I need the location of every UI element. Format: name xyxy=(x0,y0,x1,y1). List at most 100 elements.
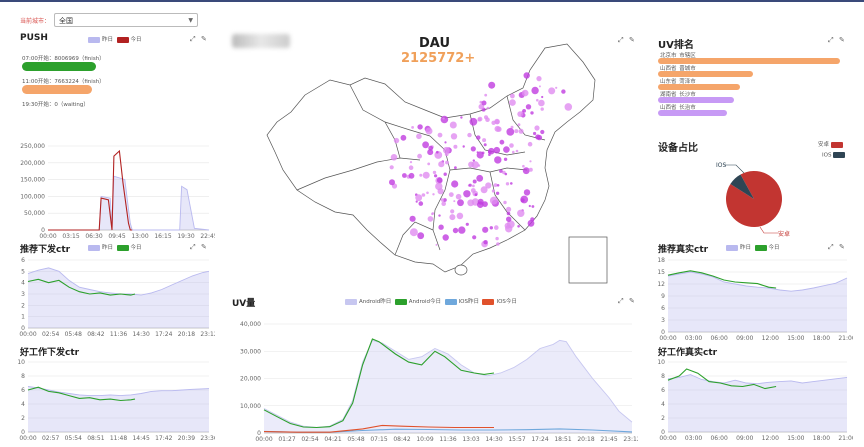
expand-icon[interactable]: ⤢ xyxy=(828,243,834,251)
expand-icon[interactable]: ⤢ xyxy=(618,36,624,44)
legend-swatch-android xyxy=(830,141,843,148)
uv-point xyxy=(454,166,457,170)
device-legend-ios[interactable]: IOS xyxy=(822,152,847,159)
x-tick-label: 05:54 xyxy=(65,435,82,442)
uv-rank-bar[interactable] xyxy=(658,110,728,116)
uv-point xyxy=(541,95,544,99)
x-tick-label: 00:00 xyxy=(19,435,36,442)
legend-swatch-today xyxy=(754,244,767,251)
china-map[interactable] xyxy=(245,40,645,290)
push-task-1-progress xyxy=(22,62,96,71)
legend-label-yesterday[interactable]: 昨日 xyxy=(102,37,114,43)
uv-point xyxy=(510,182,513,185)
legend-label-ios-yesterday[interactable]: IOS昨日 xyxy=(458,299,479,305)
expand-icon[interactable]: ⤢ xyxy=(190,35,196,43)
y-tick-label: 100,000 xyxy=(20,193,45,200)
legend-label-yesterday[interactable]: 昨日 xyxy=(102,245,114,251)
expand-icon[interactable]: ⤢ xyxy=(618,297,624,305)
uv-point xyxy=(434,174,438,178)
uv-point xyxy=(522,167,530,175)
uv-point xyxy=(522,164,525,168)
y-tick-label: 0 xyxy=(21,429,25,436)
y-tick-label: 6 xyxy=(661,305,665,312)
legend-label-today[interactable]: 今日 xyxy=(130,37,142,43)
push-title: PUSH xyxy=(20,33,48,43)
uv-point xyxy=(476,174,484,182)
y-tick-label: 0 xyxy=(661,429,665,436)
uv-point xyxy=(496,184,500,187)
x-tick-label: 22:45 xyxy=(200,233,215,240)
good-real-ctr-chart: 0 2 4 6 8 10 00:00 03:00 06:00 09:00 12:00 15:00 18:… xyxy=(657,359,853,442)
legend-label-ios-today[interactable]: IOS今日 xyxy=(496,299,517,305)
y-tick-label: 250,000 xyxy=(20,143,45,150)
push-ctr-legend: 昨日 今日 xyxy=(88,243,142,251)
y-tick-label: 4 xyxy=(21,280,25,287)
legend-label-today[interactable]: 今日 xyxy=(130,245,142,251)
uv-point xyxy=(458,226,466,234)
uv-point xyxy=(417,232,425,240)
pie-label-ios: IOS xyxy=(716,162,726,169)
x-tick-label: 15:57 xyxy=(508,436,525,443)
city-select[interactable]: 全国 ▼ xyxy=(54,13,198,27)
x-tick-label: 09:00 xyxy=(736,335,753,342)
expand-icon[interactable]: ⤢ xyxy=(828,36,834,44)
y-tick-label: 50,000 xyxy=(24,210,45,217)
push-ctr-title: 推荐下发ctr xyxy=(20,245,71,255)
legend-label-yesterday[interactable]: 昨日 xyxy=(740,245,752,251)
uv-rank-label: 山西省_晋城市 xyxy=(660,66,696,72)
uv-point xyxy=(437,132,443,138)
uv-rank-bar[interactable] xyxy=(658,97,735,103)
pin-icon[interactable]: ✎ xyxy=(629,36,635,44)
uv-point xyxy=(443,198,447,202)
uv-point xyxy=(480,186,488,194)
label-leader-android xyxy=(759,226,778,234)
x-tick-label: 02:54 xyxy=(42,331,59,338)
legend-label-today[interactable]: 今日 xyxy=(768,245,780,251)
uv-point xyxy=(521,89,529,97)
uv-point xyxy=(467,132,472,138)
x-tick-label: 17:24 xyxy=(155,331,172,338)
uv-point xyxy=(476,135,481,140)
pin-icon[interactable]: ✎ xyxy=(201,35,207,43)
expand-icon[interactable]: ⤢ xyxy=(190,243,196,251)
uv-point xyxy=(493,146,501,154)
x-tick-label: 12:00 xyxy=(762,435,779,442)
uv-rank-bar[interactable] xyxy=(658,71,753,77)
uv-point xyxy=(495,236,499,241)
uv-rank-bar[interactable] xyxy=(658,58,840,64)
x-tick-label: 05:48 xyxy=(347,436,364,443)
pin-icon[interactable]: ✎ xyxy=(839,243,845,251)
y-tick-label: 0 xyxy=(41,227,45,234)
uv-point xyxy=(431,212,434,216)
legend-label-android-yesterday[interactable]: Android昨日 xyxy=(359,299,392,305)
pin-icon[interactable]: ✎ xyxy=(201,243,207,251)
legend-swatch-yesterday xyxy=(88,36,100,43)
legend-swatch-yesterday xyxy=(88,244,100,251)
uv-point xyxy=(517,209,525,217)
uv-point xyxy=(462,145,465,148)
x-tick-label: 00:00 xyxy=(255,436,272,443)
x-tick-label: 11:48 xyxy=(110,435,127,442)
device-legend-android[interactable]: 安卓 xyxy=(818,140,845,148)
pin-icon[interactable]: ✎ xyxy=(629,297,635,305)
pin-icon[interactable]: ✎ xyxy=(839,36,845,44)
series-area-0 xyxy=(28,386,209,432)
uv-point xyxy=(536,98,539,102)
uv-point xyxy=(417,124,423,130)
uv-point xyxy=(523,72,530,79)
uv-point xyxy=(415,200,418,203)
uv-point xyxy=(488,81,496,89)
uv-point xyxy=(421,193,426,197)
good-real-ctr-title: 好工作真实ctr xyxy=(658,348,718,358)
series-line-1 xyxy=(27,386,136,402)
uv-point xyxy=(438,214,441,217)
x-tick-label: 23:12 xyxy=(623,436,638,443)
uv-rank-bar[interactable] xyxy=(658,84,740,90)
y-tick-label: 4 xyxy=(21,401,25,408)
x-tick-label: 21:45 xyxy=(600,436,617,443)
uv-point xyxy=(517,225,520,228)
legend-label-android-today[interactable]: Android今日 xyxy=(408,299,442,305)
x-tick-label: 15:00 xyxy=(787,435,804,442)
x-tick-label: 03:00 xyxy=(685,435,702,442)
series-line-0 xyxy=(27,386,210,397)
